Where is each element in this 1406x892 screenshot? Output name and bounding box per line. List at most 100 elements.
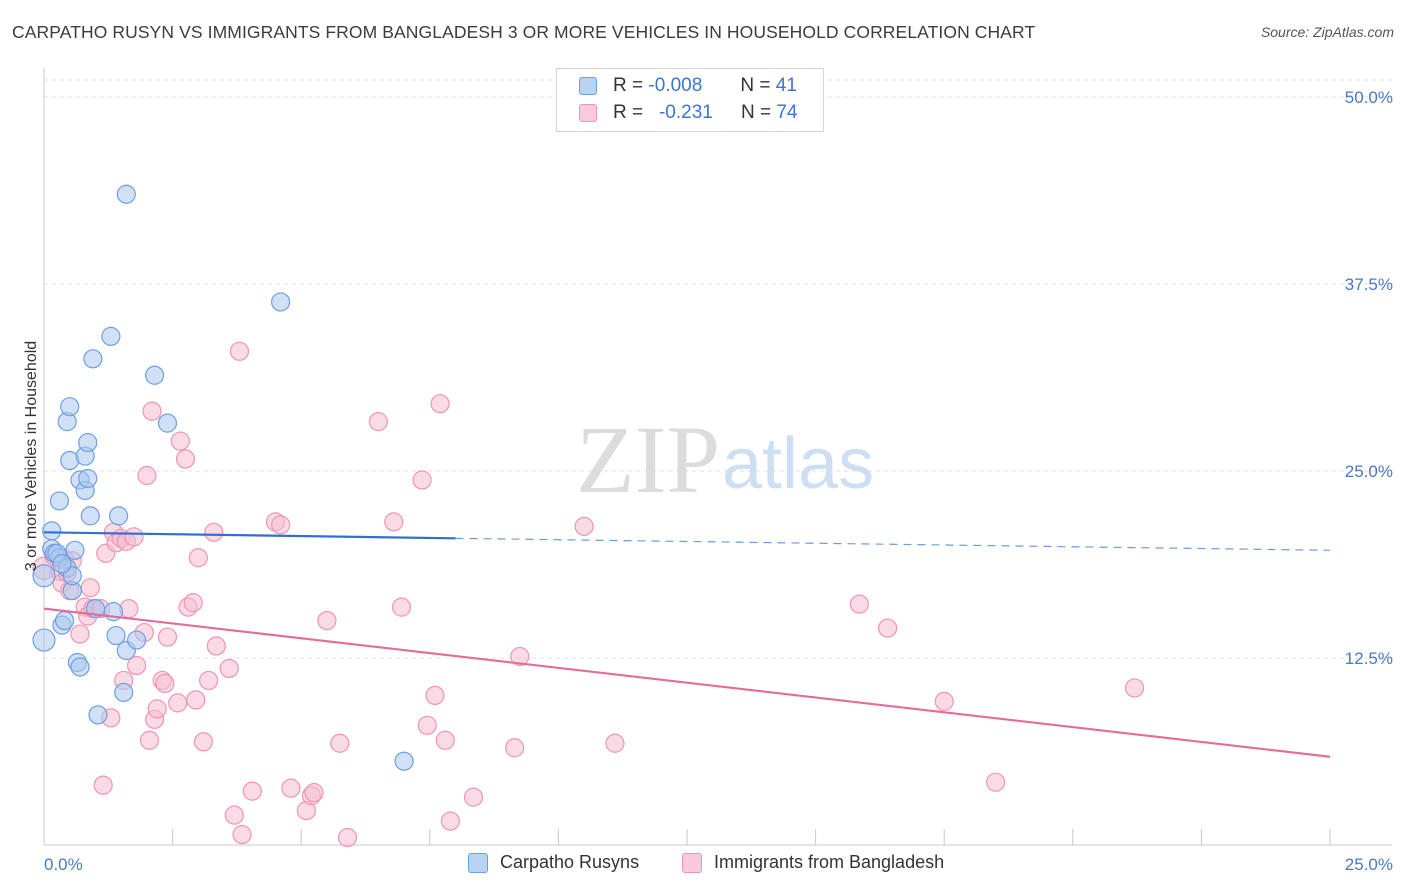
point-bangladesh [206, 636, 226, 656]
watermark-zip: ZIP [576, 406, 720, 513]
y-tick-label: 12.5% [1345, 649, 1393, 668]
point-bangladesh [229, 341, 250, 361]
point-bangladesh [70, 624, 90, 644]
trendline-bangladesh [43, 607, 1331, 758]
point-carpatho-rusyns [144, 365, 165, 385]
point-bangladesh [510, 646, 530, 667]
point-carpatho-rusyns [88, 705, 108, 725]
point-bangladesh [147, 699, 167, 719]
point-bangladesh [574, 516, 594, 536]
point-bangladesh [139, 730, 160, 750]
point-carpatho-rusyns [271, 292, 291, 312]
trendlines [43, 531, 1331, 758]
point-bangladesh [412, 470, 432, 490]
point-bangladesh [126, 655, 147, 676]
point-bangladesh [142, 401, 162, 421]
point-carpatho-rusyns [49, 491, 70, 511]
x-tick-label: 0.0% [44, 855, 83, 874]
point-bangladesh [435, 730, 455, 750]
point-carpatho-rusyns [157, 413, 178, 433]
point-bangladesh [232, 824, 252, 845]
legend-n-label: N = [740, 102, 772, 123]
point-carpatho-rusyns [52, 554, 72, 574]
point-bangladesh [425, 685, 445, 706]
point-carpatho-rusyns [106, 625, 126, 646]
axes [43, 68, 1392, 846]
point-bangladesh [183, 593, 203, 613]
point-bangladesh [440, 811, 460, 831]
legend-n-value: 74 [776, 102, 798, 123]
point-bangladesh [463, 787, 484, 807]
point-bangladesh [219, 658, 239, 679]
point-bangladesh [93, 775, 113, 795]
bottom-legend-bangladesh: Immigrants from Bangladesh [682, 852, 944, 873]
point-bangladesh [304, 783, 324, 803]
point-bangladesh [391, 597, 412, 617]
bottom-legend-rusyns: Carpatho Rusyns [468, 852, 639, 873]
y-axis-label: 3 or more Vehicles in Household [23, 341, 40, 571]
point-bangladesh [224, 805, 244, 825]
point-carpatho-rusyns [126, 630, 147, 650]
legend-r-value: -0.008 [648, 75, 703, 96]
watermark: ZIP atlas [576, 406, 874, 513]
point-carpatho-rusyns [83, 349, 103, 369]
point-bangladesh [368, 412, 388, 432]
point-bangladesh [119, 599, 139, 619]
point-carpatho-rusyns [42, 521, 62, 541]
trendline-rusyns-extrapolated [455, 537, 1331, 551]
point-bangladesh [384, 512, 404, 532]
point-carpatho-rusyns [108, 506, 129, 526]
chart-title: CARPATHO RUSYN VS IMMIGRANTS FROM BANGLA… [12, 22, 1036, 42]
point-bangladesh [1124, 678, 1145, 698]
bottom-legend-swatch-pink [682, 852, 702, 873]
point-carpatho-rusyns [101, 326, 121, 346]
trendline-rusyns [43, 531, 456, 540]
point-bangladesh [417, 715, 437, 735]
point-carpatho-rusyns [80, 506, 100, 526]
point-carpatho-rusyns [78, 468, 98, 489]
bottom-legend-swatch-blue [468, 852, 488, 873]
legend-r-value: -0.231 [658, 102, 713, 123]
point-bangladesh [430, 394, 450, 414]
point-bangladesh [878, 618, 898, 638]
point-bangladesh [330, 733, 350, 753]
point-bangladesh [175, 449, 196, 469]
series-carpatho-rusyns [32, 184, 414, 771]
point-bangladesh [849, 594, 869, 614]
point-bangladesh [188, 548, 208, 568]
legend-n-value: 41 [775, 75, 797, 96]
point-bangladesh [317, 610, 337, 631]
bottom-legend-label: Carpatho Rusyns [500, 852, 640, 872]
bottom-legend-label: Immigrants from Bangladesh [714, 852, 945, 872]
point-carpatho-rusyns [70, 657, 90, 677]
legend-r-label: R = [613, 102, 644, 123]
point-carpatho-rusyns [65, 540, 85, 560]
point-bangladesh [155, 673, 175, 694]
point-bangladesh [934, 691, 954, 711]
point-bangladesh [80, 578, 100, 598]
tick-labels: 12.5% 25.0% 37.5% 50.0% 0.0% 25.0% [44, 88, 1393, 874]
legend-swatch-pink [579, 104, 597, 122]
point-bangladesh [505, 738, 525, 758]
point-bangladesh [157, 627, 178, 647]
point-carpatho-rusyns [114, 682, 134, 703]
correlation-legend: R = -0.008 N = 41 R = -0.231 N = 74 [556, 68, 824, 132]
point-carpatho-rusyns [78, 432, 98, 453]
point-bangladesh [271, 515, 291, 535]
point-carpatho-rusyns [54, 610, 75, 631]
x-tick-label: 25.0% [1345, 855, 1393, 874]
watermark-atlas: atlas [722, 424, 874, 504]
point-bangladesh [605, 733, 625, 753]
y-tick-label: 37.5% [1345, 275, 1393, 294]
y-tick-label: 50.0% [1345, 88, 1393, 107]
point-bangladesh [168, 693, 188, 713]
legend-swatch-blue [579, 77, 597, 95]
point-bangladesh [170, 431, 190, 451]
point-bangladesh [137, 465, 157, 486]
point-carpatho-rusyns [60, 397, 80, 417]
point-carpatho-rusyns [116, 184, 136, 204]
point-bangladesh [199, 670, 219, 691]
point-bangladesh [242, 781, 262, 801]
legend-row-bangladesh: R = -0.231 N = 74 [579, 100, 797, 126]
point-bangladesh [281, 778, 301, 798]
